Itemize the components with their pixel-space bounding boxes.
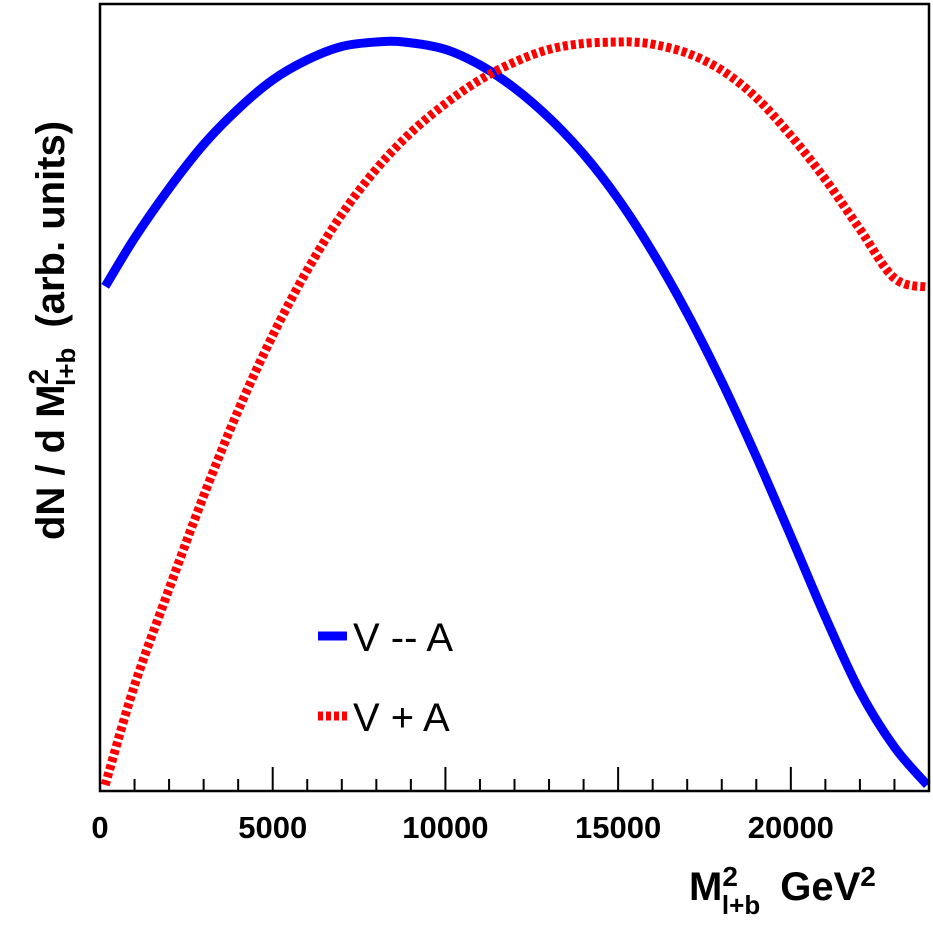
series-line-v-plus-a (100, 37, 929, 787)
legend-label-v-plus-a: V + A (353, 696, 450, 740)
y-axis-title-suffix: (arb. units) (29, 121, 73, 328)
legend-label-v-minus-a: V -- A (353, 616, 453, 660)
x-tick-label: 10000 (402, 810, 488, 845)
plot-lines (100, 36, 931, 788)
y-axis-title-sub: l+b (51, 348, 81, 386)
y-axis-title-sup: 2 (23, 369, 54, 385)
x-tick-label: 0 (91, 810, 108, 845)
x-axis-title-unit: GeV (780, 865, 860, 909)
x-axis-title-unit-sup: 2 (860, 861, 876, 892)
x-tick-label: 5000 (238, 810, 307, 845)
x-tick-label: 15000 (575, 810, 661, 845)
x-axis-title-main: M (689, 865, 722, 909)
x-axis-ticks: 0 5000 10000 15000 20000 (91, 767, 930, 845)
y-axis-title-prefix: dN / d M (29, 384, 73, 540)
legend: V -- A V + A (318, 616, 453, 740)
x-axis-title-sub: l+b (722, 890, 760, 920)
y-axis-title: dN / d M2l+b (arb. units) (23, 121, 81, 540)
x-axis-title-sup: 2 (722, 861, 738, 892)
x-axis-title: M2 l+b GeV2 (689, 861, 876, 920)
x-tick-label: 20000 (748, 810, 834, 845)
series-line-v-minus-a (101, 36, 931, 788)
